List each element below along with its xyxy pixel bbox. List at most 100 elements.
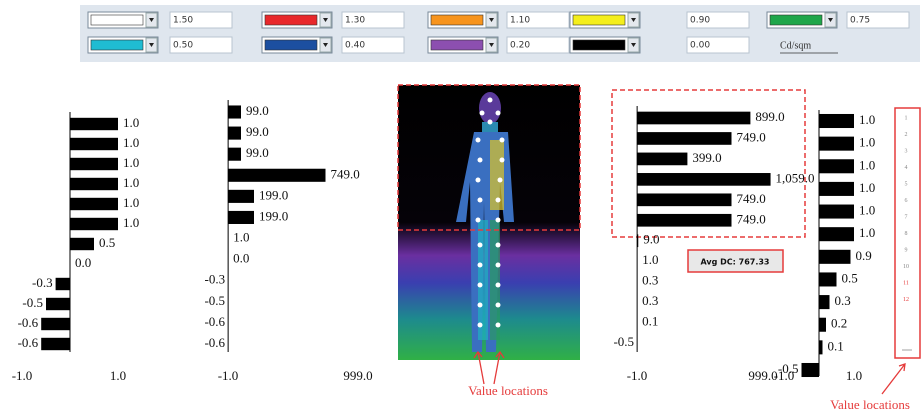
- bar: [70, 198, 118, 210]
- value-label: 0.9: [856, 248, 872, 263]
- point: [476, 178, 481, 183]
- value-label: 199.0: [259, 208, 288, 223]
- swatch: [265, 15, 317, 25]
- bar: [637, 112, 750, 125]
- bar: [228, 211, 254, 224]
- value-label: 0.1: [642, 314, 658, 329]
- value-label: 0.0: [75, 255, 91, 270]
- swatch: [573, 15, 625, 25]
- value-label: -0.6: [204, 335, 225, 350]
- value-label: 0.0: [233, 251, 249, 266]
- x-tick-label: -1.0: [218, 368, 239, 383]
- bar: [228, 105, 241, 118]
- index-label: 6: [905, 198, 908, 204]
- bar: [819, 318, 826, 332]
- index-label: 1: [905, 115, 908, 121]
- value-label: 99.0: [246, 145, 269, 160]
- value-label: 1.0: [123, 155, 139, 170]
- value-label: 99.0: [246, 103, 269, 118]
- index-label: 3: [905, 148, 908, 154]
- bar: [802, 363, 820, 377]
- x-tick-label: -1.0: [12, 368, 33, 383]
- legend-value: 0.40: [345, 41, 365, 51]
- legend-value: 0.90: [690, 16, 710, 26]
- bar: [56, 278, 70, 290]
- index-label: 4: [905, 165, 908, 171]
- value-label: 1.0: [123, 195, 139, 210]
- point: [500, 138, 505, 143]
- legend-value: 0.20: [510, 41, 530, 51]
- bar: [819, 250, 851, 264]
- annotation: Value locations: [468, 383, 548, 398]
- value-label: 1.0: [859, 157, 875, 172]
- bar: [228, 190, 254, 203]
- point: [478, 198, 483, 203]
- swatch: [431, 40, 483, 50]
- value-label: -0.6: [18, 315, 39, 330]
- index-label: 2: [905, 132, 908, 138]
- point: [498, 178, 503, 183]
- value-label: -0.5: [22, 295, 43, 310]
- bar: [228, 148, 241, 161]
- bar: [637, 193, 731, 206]
- value-label: 1.0: [859, 225, 875, 240]
- value-label: 749.0: [737, 191, 766, 206]
- value-label: 0.2: [831, 316, 847, 331]
- point: [478, 323, 483, 328]
- point: [496, 243, 501, 248]
- bar: [70, 158, 118, 170]
- legend-value: 0.50: [173, 41, 193, 51]
- value-label: -0.3: [204, 272, 225, 287]
- point: [496, 323, 501, 328]
- bar: [41, 318, 70, 330]
- bar: [637, 234, 638, 247]
- point: [476, 138, 481, 143]
- index-label: 11: [903, 280, 909, 286]
- value-label: -0.6: [18, 335, 39, 350]
- bar: [819, 182, 854, 196]
- value-label: 0.3: [642, 293, 658, 308]
- legend-value: 1.10: [510, 16, 530, 26]
- swatch: [91, 40, 143, 50]
- swatch: [770, 15, 822, 25]
- x-tick-label: 1.0: [110, 368, 126, 383]
- point: [480, 111, 485, 116]
- index-label: 9: [905, 247, 908, 253]
- unit: Cd/sqm: [780, 40, 811, 51]
- value-label: 1.0: [859, 180, 875, 195]
- value-label: 9.0: [643, 232, 659, 247]
- bar: [41, 338, 70, 350]
- index-label: 8: [905, 231, 908, 237]
- value-label: 399.0: [692, 150, 721, 165]
- value-label: -0.5: [778, 361, 799, 376]
- point: [478, 263, 483, 268]
- value-label: 1.0: [859, 112, 875, 127]
- value-label: 1.0: [123, 215, 139, 230]
- x-tick-label: 1.0: [846, 368, 862, 383]
- value-label: 0.1: [828, 338, 844, 353]
- page: 1.501.301.100.900.750.500.400.200.00Cd/s…: [0, 0, 924, 414]
- avg-dc: Avg DC: 767.33: [701, 258, 770, 267]
- value-label: 0.5: [99, 235, 115, 250]
- value-label: 749.0: [737, 129, 766, 144]
- point: [496, 218, 501, 223]
- point: [478, 158, 483, 163]
- value-label: -0.5: [613, 334, 634, 349]
- index-label: 5: [905, 181, 908, 187]
- bar: [637, 153, 687, 166]
- value-label: 899.0: [755, 109, 784, 124]
- index-label: 7: [905, 214, 908, 220]
- value-label: 99.0: [246, 124, 269, 139]
- point: [478, 303, 483, 308]
- point: [500, 158, 505, 163]
- bar: [70, 138, 118, 150]
- bar: [637, 132, 731, 145]
- point: [496, 283, 501, 288]
- bar: [819, 159, 854, 173]
- swatch: [265, 40, 317, 50]
- legend-value: 0.00: [690, 41, 710, 51]
- x-tick-label: 999.0: [343, 368, 372, 383]
- point: [488, 120, 493, 125]
- bar: [70, 178, 118, 190]
- bar: [819, 114, 854, 128]
